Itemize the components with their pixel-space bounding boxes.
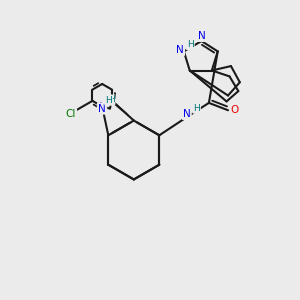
Text: N: N — [198, 31, 206, 41]
Text: N: N — [98, 103, 106, 113]
Text: N: N — [183, 109, 191, 119]
Text: N: N — [99, 102, 106, 112]
Text: H: H — [105, 96, 112, 105]
Text: N: N — [98, 103, 106, 113]
Text: N: N — [198, 31, 206, 41]
Text: H: H — [108, 95, 115, 104]
Text: H: H — [193, 104, 200, 113]
Text: H: H — [193, 104, 200, 113]
Text: H: H — [187, 40, 194, 50]
Text: N: N — [176, 45, 184, 55]
Text: O: O — [230, 105, 238, 115]
Text: N: N — [176, 45, 184, 55]
Text: N: N — [183, 109, 191, 119]
Text: H: H — [187, 40, 194, 50]
Text: H: H — [105, 96, 112, 105]
Text: O: O — [230, 105, 238, 115]
Text: Cl: Cl — [66, 109, 76, 119]
